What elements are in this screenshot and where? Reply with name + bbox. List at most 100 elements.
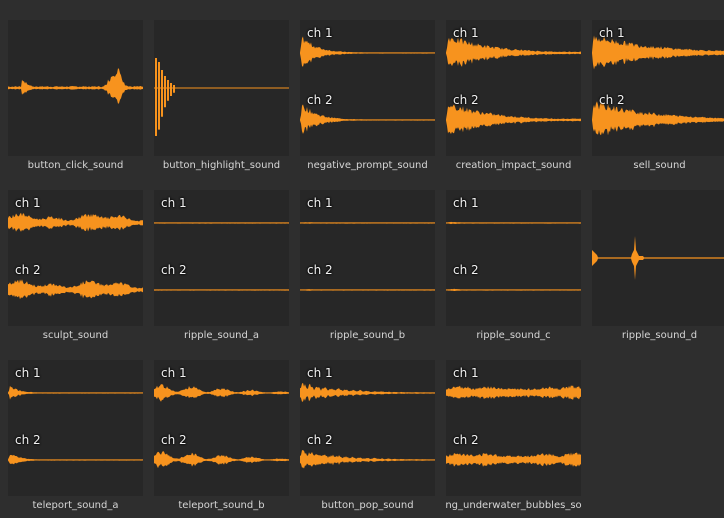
asset-tile[interactable]: ch 1 ch 2 negative_prompt_sound bbox=[292, 0, 438, 171]
waveform-graphic bbox=[592, 236, 724, 280]
waveform-thumbnail[interactable]: ch 1 ch 2 bbox=[446, 190, 581, 326]
channel-1-waveform bbox=[8, 212, 143, 232]
channel-2-waveform bbox=[446, 452, 581, 467]
channel-1-waveform bbox=[8, 385, 143, 400]
asset-name: button_pop_sound bbox=[321, 500, 414, 511]
channel-1-waveform bbox=[446, 37, 581, 67]
waveform-graphic bbox=[154, 222, 289, 291]
channel-2-waveform bbox=[446, 288, 581, 291]
channel-2-waveform bbox=[300, 289, 435, 291]
waveform-graphic bbox=[8, 385, 143, 465]
channel-1-label: ch 1 bbox=[307, 196, 333, 210]
channel-1-waveform bbox=[300, 382, 435, 402]
channel-1-label: ch 1 bbox=[453, 196, 479, 210]
waveform-graphic bbox=[300, 222, 435, 291]
channel-1-waveform bbox=[154, 222, 289, 224]
waveform-graphic bbox=[446, 221, 581, 291]
waveform-graphic bbox=[8, 212, 143, 300]
asset-name: ripple_sound_c bbox=[476, 330, 551, 341]
channel-2-waveform bbox=[300, 450, 435, 469]
channel-2-label: ch 2 bbox=[15, 263, 41, 277]
waveform-graphic bbox=[154, 384, 289, 469]
channel-1-label: ch 1 bbox=[15, 366, 41, 380]
waveform-thumbnail[interactable]: ch 1 ch 2 bbox=[300, 190, 435, 326]
asset-name: ripple_sound_a bbox=[184, 330, 259, 341]
waveform-graphic bbox=[154, 58, 289, 136]
asset-tile[interactable]: button_highlight_sound bbox=[146, 0, 292, 171]
asset-name: button_click_sound bbox=[27, 160, 124, 171]
channel-2-waveform bbox=[300, 104, 435, 134]
channel-2-label: ch 2 bbox=[15, 433, 41, 447]
asset-tile[interactable]: ch 1 ch 2 ripple_sound_c bbox=[438, 170, 584, 341]
waveform-thumbnail[interactable]: ch 1 ch 2 bbox=[300, 360, 435, 496]
waveform-thumbnail[interactable] bbox=[592, 190, 724, 326]
channel-2-label: ch 2 bbox=[453, 433, 479, 447]
waveform-thumbnail[interactable]: ch 1 ch 2 bbox=[8, 360, 143, 496]
channel-1-label: ch 1 bbox=[599, 26, 625, 40]
waveform-thumbnail[interactable]: ch 1 ch 2 bbox=[592, 20, 724, 156]
waveform-thumbnail[interactable]: ch 1 ch 2 bbox=[446, 360, 581, 496]
asset-name: teleport_sound_a bbox=[32, 500, 119, 511]
channel-1-label: ch 1 bbox=[307, 26, 333, 40]
waveform-thumbnail[interactable]: ch 1 ch 2 bbox=[446, 20, 581, 156]
asset-tile[interactable]: ch 1 ch 2 sell_sound bbox=[584, 0, 724, 171]
channel-2-waveform bbox=[592, 101, 724, 136]
mono-waveform bbox=[8, 68, 143, 104]
waveform-thumbnail[interactable]: ch 1 ch 2 bbox=[8, 190, 143, 326]
asset-tile[interactable]: button_click_sound bbox=[0, 0, 146, 171]
channel-1-label: ch 1 bbox=[307, 366, 333, 380]
channel-2-label: ch 2 bbox=[307, 93, 333, 107]
channel-2-label: ch 2 bbox=[307, 433, 333, 447]
waveform-graphic bbox=[300, 36, 435, 134]
waveform-thumbnail[interactable] bbox=[8, 20, 143, 156]
channel-1-waveform bbox=[300, 222, 435, 224]
waveform-thumbnail[interactable]: ch 1 ch 2 bbox=[154, 360, 289, 496]
channel-1-waveform bbox=[154, 384, 289, 402]
waveform-graphic bbox=[300, 382, 435, 469]
channel-1-label: ch 1 bbox=[15, 196, 41, 210]
asset-tile[interactable]: ch 1 ch 2 creation_impact_sound bbox=[438, 0, 584, 171]
channel-1-label: ch 1 bbox=[453, 26, 479, 40]
channel-2-waveform bbox=[8, 279, 143, 300]
asset-tile[interactable]: ch 1 ch 2 sculpt_sound bbox=[0, 170, 146, 341]
asset-name: ripple_sound_d bbox=[621, 330, 698, 341]
channel-1-waveform bbox=[300, 36, 435, 67]
asset-name: ripple_sound_b bbox=[329, 330, 406, 341]
asset-tile[interactable]: ch 1 ch 2 teleport_sound_b bbox=[146, 340, 292, 511]
waveform-graphic bbox=[592, 35, 724, 136]
channel-1-label: ch 1 bbox=[161, 196, 187, 210]
waveform-thumbnail[interactable]: ch 1 ch 2 bbox=[300, 20, 435, 156]
channel-2-label: ch 2 bbox=[599, 93, 625, 107]
mono-waveform bbox=[155, 58, 175, 136]
channel-2-waveform bbox=[446, 104, 581, 134]
asset-name: sell_sound bbox=[633, 160, 686, 171]
mono-waveform bbox=[592, 236, 724, 280]
asset-tile[interactable]: ch 1 ch 2 ripple_sound_a bbox=[146, 170, 292, 341]
waveform-graphic bbox=[8, 68, 143, 104]
asset-name: button_highlight_sound bbox=[162, 160, 281, 171]
channel-2-label: ch 2 bbox=[307, 263, 333, 277]
asset-name: sculpt_sound bbox=[42, 330, 109, 341]
asset-tile[interactable]: ch 1 ch 2 button_pop_sound bbox=[292, 340, 438, 511]
asset-tile[interactable]: ripple_sound_d bbox=[584, 170, 724, 341]
channel-1-waveform bbox=[446, 385, 581, 400]
channel-2-label: ch 2 bbox=[453, 263, 479, 277]
asset-tile[interactable]: ch 1 ch 2 ripple_sound_b bbox=[292, 170, 438, 341]
asset-tile[interactable]: ch 1 ch 2 ng_underwater_bubbles_so bbox=[438, 340, 584, 511]
asset-name: creation_impact_sound bbox=[455, 160, 572, 171]
waveform-thumbnail[interactable]: ch 1 ch 2 bbox=[154, 190, 289, 326]
channel-1-waveform bbox=[446, 221, 581, 225]
asset-tile[interactable]: ch 1 ch 2 teleport_sound_a bbox=[0, 340, 146, 511]
asset-name: negative_prompt_sound bbox=[307, 160, 428, 171]
asset-name: ng_underwater_bubbles_so bbox=[445, 500, 582, 511]
channel-1-waveform bbox=[592, 35, 724, 70]
channel-2-waveform bbox=[8, 454, 143, 465]
waveform-thumbnail[interactable] bbox=[154, 20, 289, 156]
channel-2-label: ch 2 bbox=[161, 263, 187, 277]
channel-2-label: ch 2 bbox=[161, 433, 187, 447]
channel-2-waveform bbox=[154, 451, 289, 469]
asset-name: teleport_sound_b bbox=[178, 500, 265, 511]
channel-2-label: ch 2 bbox=[453, 93, 479, 107]
channel-1-label: ch 1 bbox=[161, 366, 187, 380]
channel-1-label: ch 1 bbox=[453, 366, 479, 380]
